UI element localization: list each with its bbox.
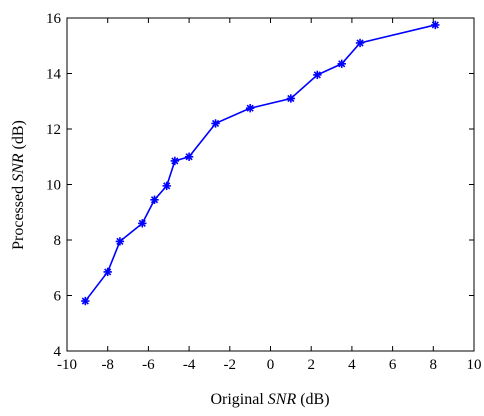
x-tick-label: -2 [224,357,237,373]
y-tick-label: 12 [46,122,61,138]
data-point-marker [313,70,322,80]
data-point-marker [355,38,365,48]
data-point-marker [81,296,90,306]
x-tick-label: 6 [389,357,397,373]
y-tick-label: 4 [54,344,62,360]
data-point-marker [286,94,296,103]
x-tick-label: 10 [467,357,482,373]
data-point-marker [103,267,112,277]
y-tick-label: 16 [46,11,62,27]
y-axis-label: Processed SNR (dB) [10,120,27,250]
x-tick-label: 4 [348,357,356,373]
axis-ticks: -10 -8 -6 -4 -2 0 2 4 6 8 10 4 6 8 10 12 14 16 [46,11,482,373]
x-tick-label: 8 [430,357,438,373]
data-point-marker [150,195,159,204]
plot-frame [66,17,475,352]
y-tick-label: 14 [46,67,62,83]
data-point-marker [245,103,255,113]
y-tick-label: 8 [54,233,62,249]
data-point-marker [337,59,346,68]
data-point-marker [138,219,147,228]
series-line [84,24,436,302]
data-point-marker [184,152,194,161]
data-point-marker [162,181,171,191]
x-tick-label: -10 [57,357,77,373]
x-tick-label: 0 [267,357,275,373]
x-tick-label: -8 [101,357,114,373]
x-tick-label: 2 [307,357,315,373]
y-tick-label: 6 [54,289,62,305]
series-layer [81,20,440,306]
y-tick-label: 10 [46,178,61,194]
data-point-marker [431,20,440,30]
x-tick-label: -6 [142,357,155,373]
x-tick-label: -4 [183,357,196,373]
data-point-marker [211,119,220,128]
data-point-marker [115,237,125,246]
x-axis-label: Original SNR (dB) [210,391,329,408]
data-point-marker [170,156,180,166]
